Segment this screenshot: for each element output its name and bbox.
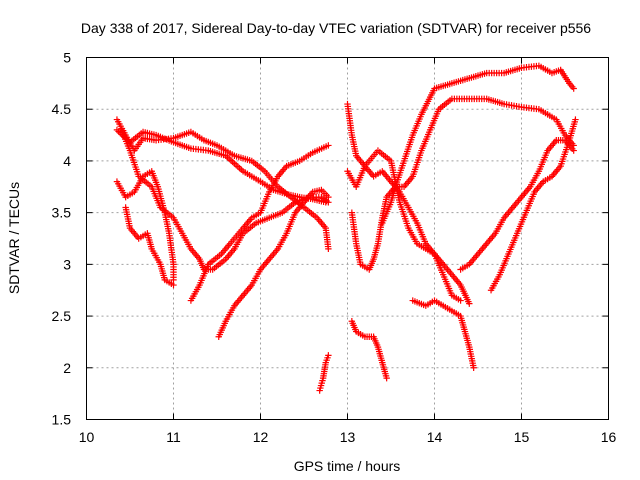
x-tick-labels: 10 11 12 13 14 15 16: [79, 429, 617, 445]
data-points: [113, 62, 579, 394]
y-tick-labels: 1.5 2 2.5 3 3.5 4 4.5 5: [52, 50, 72, 428]
x-tick-label: 13: [340, 429, 356, 445]
data-point: [325, 193, 332, 201]
data-point: [325, 142, 332, 149]
series-track-10: [348, 95, 577, 273]
series-track-5: [113, 168, 177, 284]
x-tick-label: 10: [79, 429, 95, 445]
plot-frame: [86, 57, 609, 420]
y-tick-label: 1.5: [52, 412, 72, 428]
x-tick-label: 12: [253, 429, 269, 445]
series-track-4: [122, 204, 177, 289]
series-track-14: [409, 297, 477, 371]
x-tick-label: 14: [427, 429, 443, 445]
x-axis-label: GPS time / hours: [294, 458, 401, 474]
data-point: [570, 85, 577, 92]
y-tick-label: 5: [63, 50, 71, 66]
data-point: [383, 374, 390, 382]
y-tick-label: 4: [63, 153, 71, 169]
chart-title: Day 338 of 2017, Sidereal Day-to-day VTE…: [81, 20, 591, 36]
y-tick-label: 3.5: [52, 205, 72, 221]
series-track-13: [379, 62, 577, 227]
series-track-6: [187, 142, 332, 304]
series-track-8: [316, 352, 332, 394]
series-track-9: [344, 100, 473, 307]
y-tick-label: 3: [63, 256, 71, 272]
series-track-16: [487, 116, 579, 294]
y-tick-label: 4.5: [52, 101, 72, 117]
data-point: [170, 276, 177, 284]
data-point: [470, 364, 477, 371]
data-point: [570, 147, 577, 154]
series-track-3: [118, 126, 332, 273]
data-point: [325, 245, 332, 253]
data-point: [457, 297, 464, 304]
x-tick-label: 15: [514, 429, 530, 445]
series-track-15: [457, 137, 577, 273]
series-track-7: [215, 186, 332, 340]
data-point: [466, 300, 473, 307]
y-tick-label: 2.5: [52, 308, 72, 324]
series-track-2: [113, 126, 329, 206]
series-track-11: [348, 318, 390, 382]
x-tick-label: 16: [601, 429, 617, 445]
x-tick-label: 11: [166, 429, 181, 445]
y-axis-label: SDTVAR / TECUs: [6, 182, 22, 294]
y-tick-label: 2: [63, 360, 71, 376]
data-point: [572, 116, 579, 123]
data-point: [325, 352, 332, 359]
